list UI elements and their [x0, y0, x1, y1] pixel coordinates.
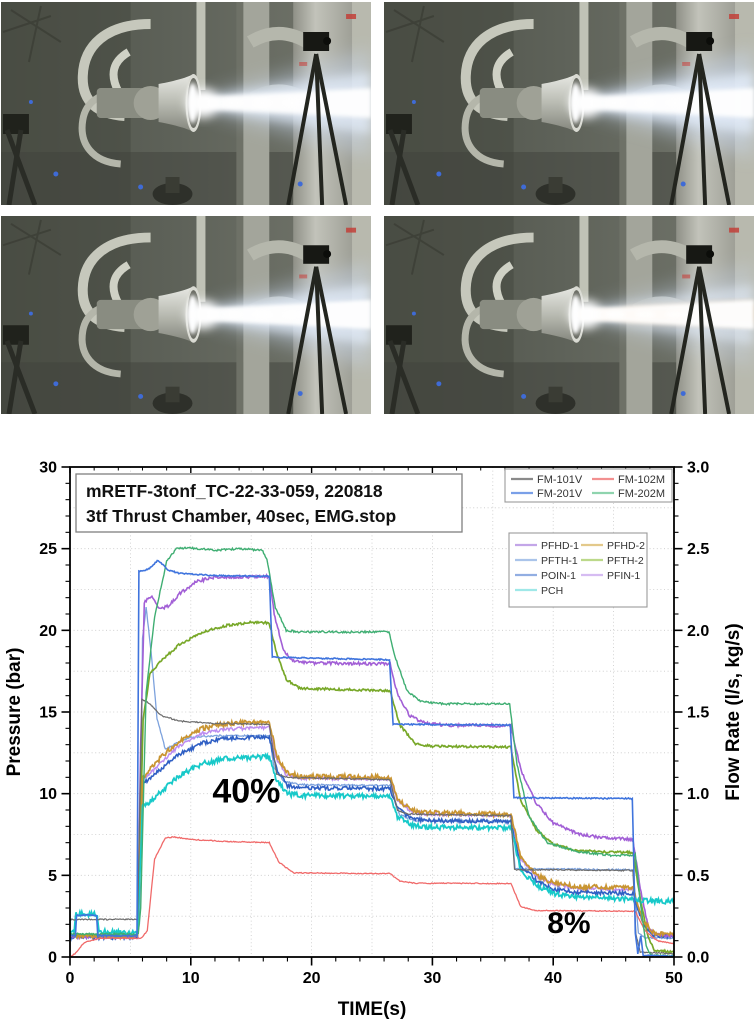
svg-text:0: 0	[48, 950, 57, 967]
svg-text:20: 20	[303, 970, 321, 987]
camera	[303, 32, 332, 51]
legend-label-POIN-1: POIN-1	[541, 570, 576, 582]
series-lines	[70, 546, 674, 957]
engine-test-photo-3	[1, 216, 371, 414]
rocket-nozzle	[158, 286, 194, 343]
svg-text:1.5: 1.5	[687, 705, 709, 722]
svg-text:10: 10	[39, 786, 57, 803]
svg-text:2.0: 2.0	[687, 623, 709, 640]
series-FM-101V	[70, 698, 674, 955]
y-axis-left-title: Pressure (bar)	[4, 648, 25, 777]
svg-text:1.0: 1.0	[687, 786, 709, 803]
svg-text:25: 25	[39, 541, 57, 558]
gridlines	[70, 467, 674, 957]
camera	[686, 32, 715, 51]
camera-tripod	[669, 266, 732, 414]
chart-header-box: mRETF-3tonf_TC-22-33-059, 220818 3tf Thru…	[75, 473, 463, 533]
legend-flow-meters: FM-101V FM-201V FM-102M FM-202M	[504, 468, 673, 503]
svg-text:50: 50	[665, 970, 683, 987]
svg-text:3.0: 3.0	[687, 460, 709, 477]
pressure-flow-chart: 0 5 10 15 20 25 30 0.0 0.5 1.0 1.5 2.0 2.5 3.0 0 10 20 30…	[0, 430, 754, 1033]
legend-label-PCH: PCH	[541, 585, 563, 597]
scaffold-lines	[2, 219, 62, 275]
tick-labels: 0 5 10 15 20 25 30 0.0 0.5 1.0 1.5 2.0 2.5 3.0 0 10 20 30…	[39, 460, 709, 988]
engine-test-photo-4	[384, 216, 754, 414]
series-FM-202M	[70, 546, 674, 957]
camera-tripod	[286, 266, 349, 414]
legend-label-PFTH-1: PFTH-1	[541, 555, 578, 567]
rocket-nozzle	[158, 74, 194, 132]
svg-text:30: 30	[39, 460, 57, 477]
engine-test-photo-svg	[384, 216, 754, 414]
camera	[303, 245, 332, 264]
svg-text:30: 30	[424, 970, 442, 987]
rocket-nozzle	[541, 286, 577, 343]
thrust-chamber-assembly	[479, 74, 585, 132]
engine-test-photo-svg	[384, 2, 754, 205]
legend-label-FM-201V: FM-201V	[537, 488, 583, 500]
camera-tripod	[669, 53, 732, 205]
legend-label-PFIN-1: PFIN-1	[607, 570, 640, 582]
annotation-40%: 40%	[212, 772, 280, 810]
legend-label-FM-202M: FM-202M	[618, 488, 665, 500]
exhaust-plume	[569, 262, 754, 367]
engine-test-photo-svg	[1, 2, 371, 205]
camera-tripod	[286, 53, 349, 205]
thrust-chamber-assembly	[96, 74, 202, 132]
scaffold-lines	[385, 219, 445, 275]
engine-test-photo-2	[384, 2, 754, 205]
thrust-chamber-assembly	[479, 286, 585, 343]
svg-text:0.0: 0.0	[687, 950, 709, 967]
series-FM-201V	[70, 559, 674, 957]
scaffold-lines	[2, 5, 62, 63]
chart-svg: 0 5 10 15 20 25 30 0.0 0.5 1.0 1.5 2.0 2.5 3.0 0 10 20 30…	[4, 460, 744, 1021]
engine-test-photo-svg	[1, 216, 371, 414]
svg-text:20: 20	[39, 623, 57, 640]
legend-label-FM-102M: FM-102M	[618, 474, 665, 486]
foreground-equipment	[2, 311, 303, 414]
foreground-equipment	[2, 100, 303, 205]
legend-label-PFTH-2: PFTH-2	[607, 555, 644, 567]
svg-text:0: 0	[66, 970, 75, 987]
plot-border	[69, 466, 675, 958]
svg-text:5: 5	[48, 868, 57, 885]
svg-text:2.5: 2.5	[687, 541, 709, 558]
x-axis-title: TIME(s)	[338, 999, 407, 1020]
annotation-8%: 8%	[547, 907, 590, 940]
chart-title-line2: 3tf Thrust Chamber, 40sec, EMG.stop	[86, 506, 396, 526]
legend-label-FM-101V: FM-101V	[537, 474, 583, 486]
legend-pressure-sensors: PFHD-1 PFTH-1 POIN-1 PCH PFHD-2 PFTH-2 PFIN-1	[508, 532, 648, 608]
series-POIN-1	[70, 733, 674, 942]
svg-text:15: 15	[39, 705, 57, 722]
foreground-equipment	[385, 311, 686, 414]
y-axis-right-title: Flow Rate (l/s, kg/s)	[723, 623, 744, 800]
series-PCH	[70, 751, 674, 938]
legend-label-PFHD-2: PFHD-2	[607, 540, 645, 552]
camera	[686, 245, 715, 264]
legend-label-PFHD-1: PFHD-1	[541, 540, 579, 552]
rocket-nozzle	[541, 74, 577, 132]
series-FM-102M	[70, 835, 674, 957]
scaffold-lines	[385, 5, 445, 63]
svg-text:0.5: 0.5	[687, 868, 709, 885]
svg-text:10: 10	[182, 970, 200, 987]
series-PFHD-1	[70, 572, 674, 941]
chart-title-line1: mRETF-3tonf_TC-22-33-059, 220818	[86, 481, 383, 501]
foreground-equipment	[385, 100, 686, 205]
engine-test-photo-1	[1, 2, 371, 205]
series-PFHD-2	[70, 718, 674, 941]
svg-text:40: 40	[544, 970, 562, 987]
